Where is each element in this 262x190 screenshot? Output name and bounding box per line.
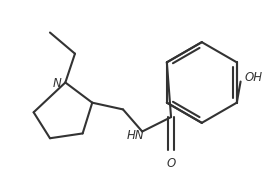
Text: N: N (52, 77, 61, 90)
Text: O: O (166, 157, 176, 170)
Text: OH: OH (245, 71, 262, 84)
Text: HN: HN (127, 129, 144, 142)
